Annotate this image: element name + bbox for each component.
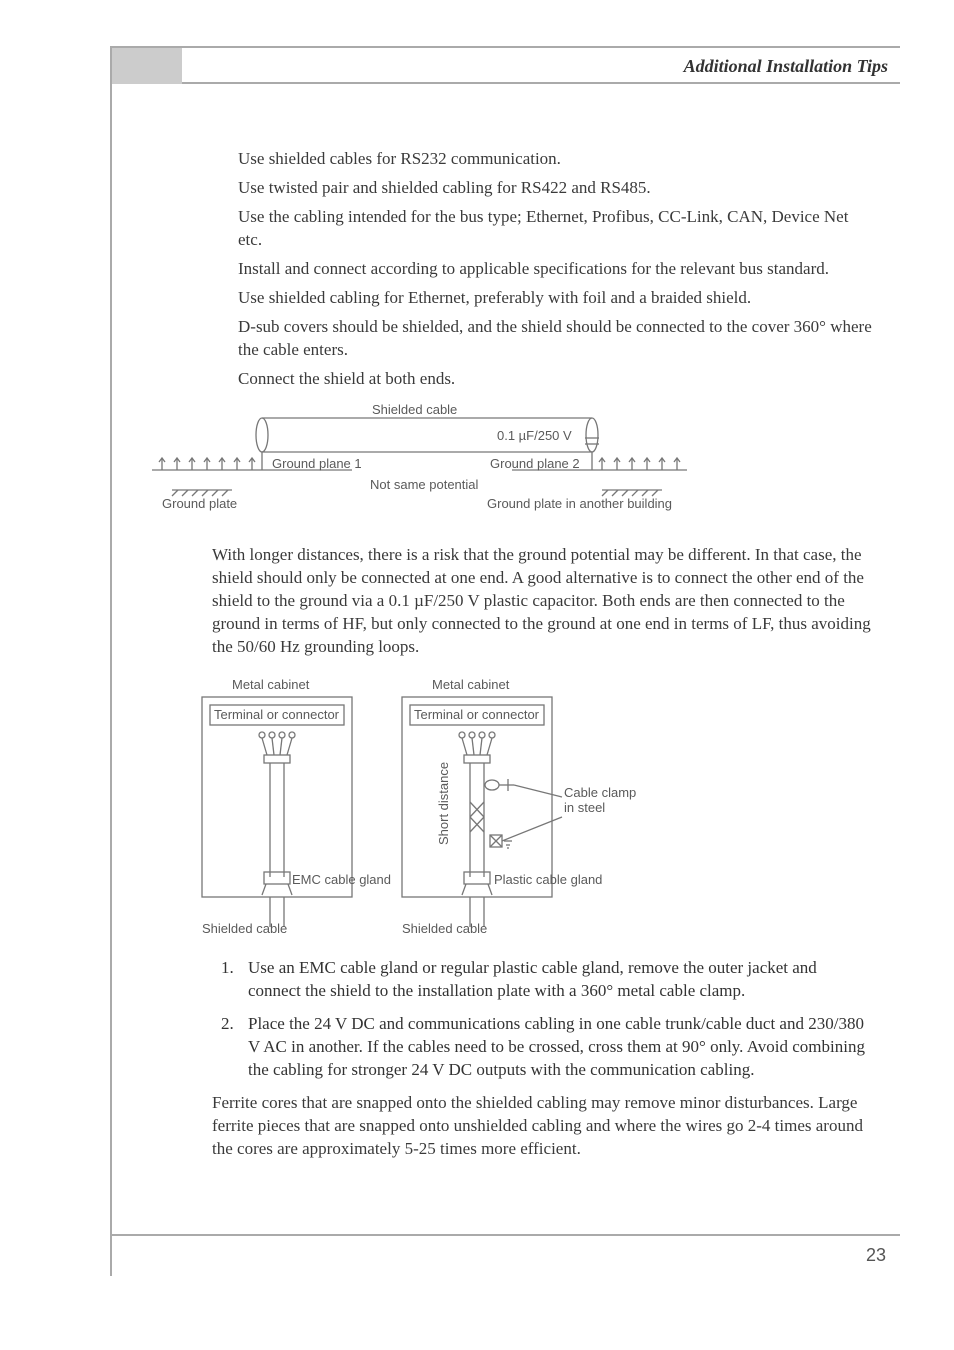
numbered-list: Use an EMC cable gland or regular plasti… — [238, 957, 872, 1082]
d2-short-distance: Short distance — [436, 762, 451, 845]
page-frame: Additional Installation Tips Use shielde… — [110, 46, 900, 1276]
intro-p3: Use the cabling intended for the bus typ… — [238, 206, 872, 252]
d1-gp1-label: Ground plane 1 — [272, 456, 362, 471]
intro-p7: Connect the shield at both ends. — [238, 368, 872, 391]
d1-gp-right-label: Ground plate in another building — [487, 496, 672, 511]
intro-p2: Use twisted pair and shielded cabling fo… — [238, 177, 872, 200]
diagram-ground-planes: Shielded cable 0.1 µF/250 V Ground plane… — [132, 404, 692, 524]
closing-paragraph: Ferrite cores that are snapped onto the … — [212, 1092, 872, 1161]
d2-shielded-cable-2: Shielded cable — [402, 921, 487, 936]
diagram-cabinets: Metal cabinet Metal cabinet Terminal or … — [192, 677, 652, 937]
list-item-2: Place the 24 V DC and communications cab… — [238, 1013, 872, 1082]
intro-p6: D-sub covers should be shielded, and the… — [238, 316, 872, 362]
d2-cable-clamp: Cable clamp in steel — [564, 785, 644, 815]
page-number: 23 — [866, 1245, 886, 1266]
content-region: Use shielded cables for RS232 communicat… — [212, 148, 872, 1165]
d2-terminal-1: Terminal or connector — [214, 707, 339, 722]
d2-shielded-cable-1: Shielded cable — [202, 921, 287, 936]
d1-cap-label: 0.1 µF/250 V — [497, 428, 572, 443]
header-gray-block — [112, 48, 182, 84]
d1-notsame-label: Not same potential — [370, 477, 478, 492]
d2-emc-gland: EMC cable gland — [292, 872, 391, 887]
d1-gp-left-label: Ground plate — [162, 496, 237, 511]
list-item-1: Use an EMC cable gland or regular plasti… — [238, 957, 872, 1003]
header-title: Additional Installation Tips — [684, 56, 888, 77]
d1-shielded-cable-label: Shielded cable — [372, 402, 457, 417]
mid-paragraph: With longer distances, there is a risk t… — [212, 544, 872, 659]
d2-metal-cabinet-1: Metal cabinet — [232, 677, 309, 692]
intro-p1: Use shielded cables for RS232 communicat… — [238, 148, 872, 171]
d2-plastic-gland: Plastic cable gland — [494, 872, 602, 887]
d2-terminal-2: Terminal or connector — [414, 707, 539, 722]
d1-gp2-label: Ground plane 2 — [490, 456, 580, 471]
d2-metal-cabinet-2: Metal cabinet — [432, 677, 509, 692]
intro-p4: Install and connect according to applica… — [238, 258, 872, 281]
footer-line — [112, 1234, 900, 1236]
intro-p5: Use shielded cabling for Ethernet, prefe… — [238, 287, 872, 310]
header-region: Additional Installation Tips — [112, 48, 900, 84]
